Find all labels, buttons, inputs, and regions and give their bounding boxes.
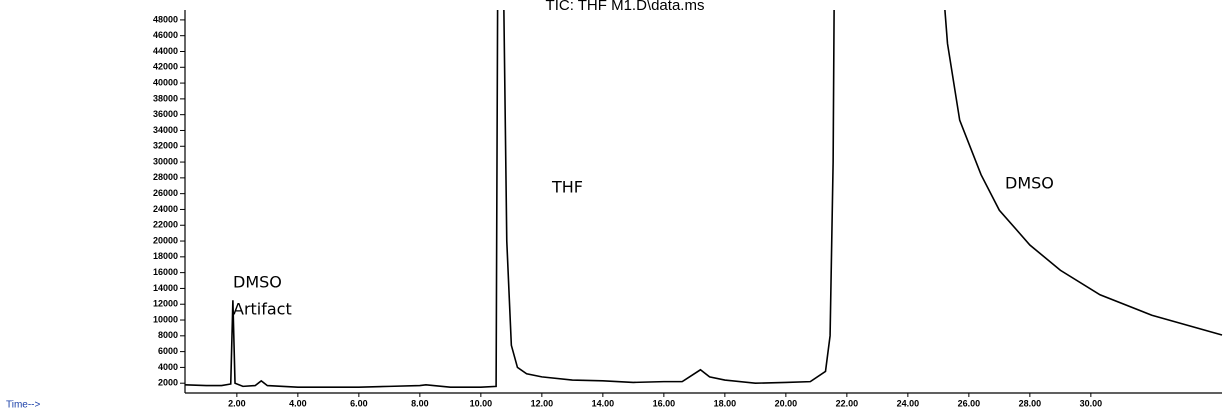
y-tick-label: 18000	[153, 251, 178, 261]
y-tick-label: 48000	[153, 14, 178, 24]
x-tick-label: 14.00	[592, 398, 615, 408]
y-tick-label: 24000	[153, 204, 178, 214]
y-tick-label: 30000	[153, 156, 178, 166]
annotation: THF	[551, 178, 583, 197]
x-tick-label: 16.00	[653, 398, 676, 408]
y-tick-label: 22000	[153, 220, 178, 230]
annotation: Artifact	[233, 300, 292, 319]
y-tick-label: 26000	[153, 188, 178, 198]
x-tick-label: 28.00	[1019, 398, 1042, 408]
y-tick-label: 20000	[153, 235, 178, 245]
y-tick-label: 12000	[153, 299, 178, 309]
y-tick-label: 16000	[153, 267, 178, 277]
y-tick-label: 44000	[153, 46, 178, 56]
y-tick-label: 40000	[153, 77, 178, 87]
x-tick-label: 12.00	[531, 398, 554, 408]
y-tick-label: 6000	[158, 346, 178, 356]
y-tick-label: 42000	[153, 62, 178, 72]
y-tick-label: 32000	[153, 141, 178, 151]
x-tick-label: 10.00	[470, 398, 493, 408]
x-tick-label: 22.00	[836, 398, 859, 408]
y-tick-label: 34000	[153, 125, 178, 135]
chart-title: TIC: THF M1.D\data.ms	[546, 0, 705, 14]
x-tick-label: 26.00	[958, 398, 981, 408]
x-tick-label: 6.00	[350, 398, 368, 408]
y-tick-label: 46000	[153, 30, 178, 40]
x-tick-label: 4.00	[289, 398, 307, 408]
y-tick-label: 38000	[153, 93, 178, 103]
y-tick-label: 2000	[158, 378, 178, 388]
annotation: DMSO	[233, 273, 282, 292]
data-line	[185, 10, 1223, 388]
y-tick-label: 36000	[153, 109, 178, 119]
y-tick-label: 14000	[153, 283, 178, 293]
y-tick-label: 8000	[158, 330, 178, 340]
y-tick-label: 4000	[158, 362, 178, 372]
x-tick-label: 20.00	[775, 398, 798, 408]
x-tick-label: 8.00	[411, 398, 429, 408]
y-tick-label: 28000	[153, 172, 178, 182]
x-tick-label: 30.00	[1080, 398, 1103, 408]
x-tick-label: 24.00	[897, 398, 920, 408]
annotation: DMSO	[1005, 174, 1054, 193]
x-axis-label: Time-->	[6, 400, 41, 411]
y-tick-label: 10000	[153, 314, 178, 324]
x-tick-label: 18.00	[714, 398, 737, 408]
x-tick-label: 2.00	[228, 398, 246, 408]
